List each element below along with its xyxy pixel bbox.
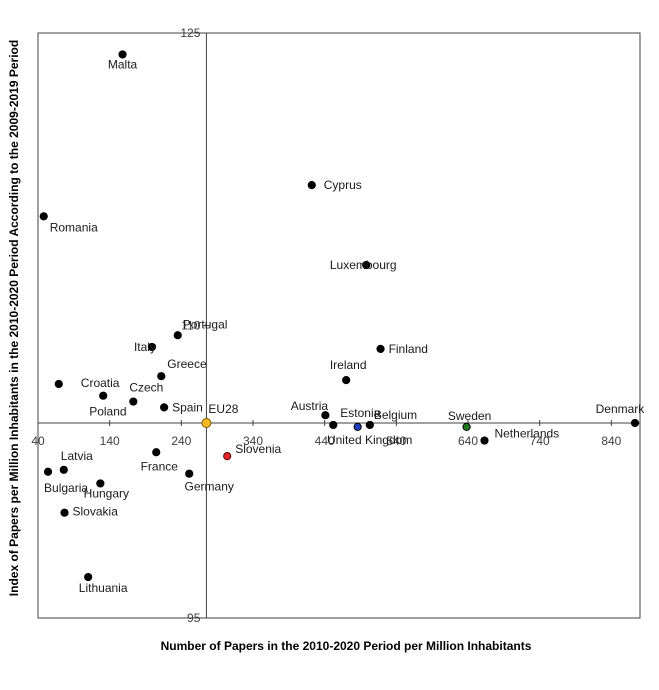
x-tick-label: 440 [315, 434, 335, 448]
point-austria [321, 411, 330, 420]
x-tick-labels: 40 140 240 340 440 540 640 740 840 [31, 420, 622, 448]
x-tick-label: 740 [530, 434, 550, 448]
point-label-latvia: Latvia [61, 449, 93, 463]
point-germany [185, 469, 194, 478]
point-united-kingdom [353, 422, 362, 431]
x-tick-label: 640 [458, 434, 478, 448]
x-tick-label: 340 [243, 434, 263, 448]
point-bulgaria [43, 467, 53, 476]
point-czech [129, 397, 138, 406]
point-label-finland: Finland [389, 342, 428, 356]
point-latvia [59, 465, 68, 474]
point-finland [376, 344, 385, 353]
point-label-eu28: EU28 [208, 402, 238, 416]
point-label-spain: Spain [172, 400, 203, 414]
point-label-sweden: Sweden [448, 409, 491, 423]
point-label-ireland: Ireland [330, 358, 367, 372]
point-luxembourg [362, 260, 371, 270]
point-label-belgium: Belgium [374, 408, 417, 422]
point-label-italy: Italy [134, 340, 156, 354]
y-tick-labels: 95 110 125 [180, 26, 210, 625]
point-label-romania: Romania [50, 220, 98, 234]
data-points [39, 50, 640, 582]
point-slovakia [60, 508, 69, 517]
point-romania [39, 212, 48, 221]
x-tick-label: 40 [31, 434, 45, 448]
point-label-germany: Germany [185, 480, 234, 494]
point-label-croatia: Croatia [81, 376, 120, 390]
point-label-netherlands: Netherlands [494, 427, 559, 441]
point-estonia [329, 420, 338, 430]
point-lithuania [84, 572, 93, 582]
point-label-estonia: Estonia [340, 406, 380, 420]
point-label-greece: Greece [167, 357, 207, 371]
y-axis-title: Index of Papers per Million Inhabitants … [7, 40, 21, 596]
point-label-luxembourg: Luxembourg [330, 258, 397, 272]
point-cyprus [307, 181, 316, 190]
point-label-czech: Czech [129, 381, 163, 395]
x-tick-label: 240 [171, 434, 191, 448]
point-labels: Malta Romania Cyprus Luxembourg Portugal Ital… [44, 57, 645, 595]
point-greece [157, 372, 166, 381]
point-label-cyprus: Cyprus [324, 178, 362, 192]
y-tick-label: 125 [180, 26, 200, 40]
x-axis-title: Number of Papers in the 2010-2020 Period… [161, 639, 532, 653]
point-label-lithuania: Lithuania [79, 581, 128, 595]
plot-frame [37, 32, 641, 619]
point-label-bulgaria: Bulgaria [44, 481, 88, 495]
point-malta [118, 50, 127, 59]
point-label-united-kingdom: United Kingdom [327, 433, 412, 447]
point-italy [147, 342, 157, 352]
x-tick-label: 840 [601, 434, 621, 448]
x-tick-label: 140 [100, 434, 120, 448]
point-label-portugal: Portugal [183, 317, 228, 331]
point-label-malta: Malta [108, 57, 138, 71]
point-denmark [630, 418, 640, 428]
point-slovenia [223, 452, 232, 461]
point-label-france: France [141, 459, 179, 473]
point-hungary [96, 479, 105, 488]
point-france [152, 448, 161, 457]
point-label-poland: Poland [89, 405, 126, 419]
point-label-denmark: Denmark [596, 402, 646, 416]
point-label-slovenia: Slovenia [235, 442, 281, 456]
y-tick-label: 110 [181, 319, 200, 333]
point-label-austria: Austria [291, 399, 329, 413]
point-eu28 [201, 418, 212, 428]
y-tick-label: 95 [187, 611, 201, 625]
point-spain [160, 403, 169, 412]
point-belgium [365, 420, 374, 430]
point-label-slovakia: Slovakia [73, 505, 119, 519]
x-tick-label: 540 [386, 434, 406, 448]
point-label-hungary: Hungary [84, 486, 129, 500]
point-netherlands [480, 436, 489, 445]
point-croatia [54, 379, 63, 389]
point-ireland [342, 376, 351, 385]
point-poland [99, 391, 108, 400]
point-portugal [173, 331, 182, 340]
point-sweden [462, 422, 471, 431]
